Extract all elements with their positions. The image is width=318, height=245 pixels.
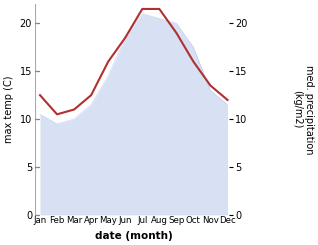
Y-axis label: med. precipitation
(kg/m2): med. precipitation (kg/m2): [292, 65, 314, 154]
Y-axis label: max temp (C): max temp (C): [4, 76, 14, 143]
X-axis label: date (month): date (month): [95, 231, 173, 241]
